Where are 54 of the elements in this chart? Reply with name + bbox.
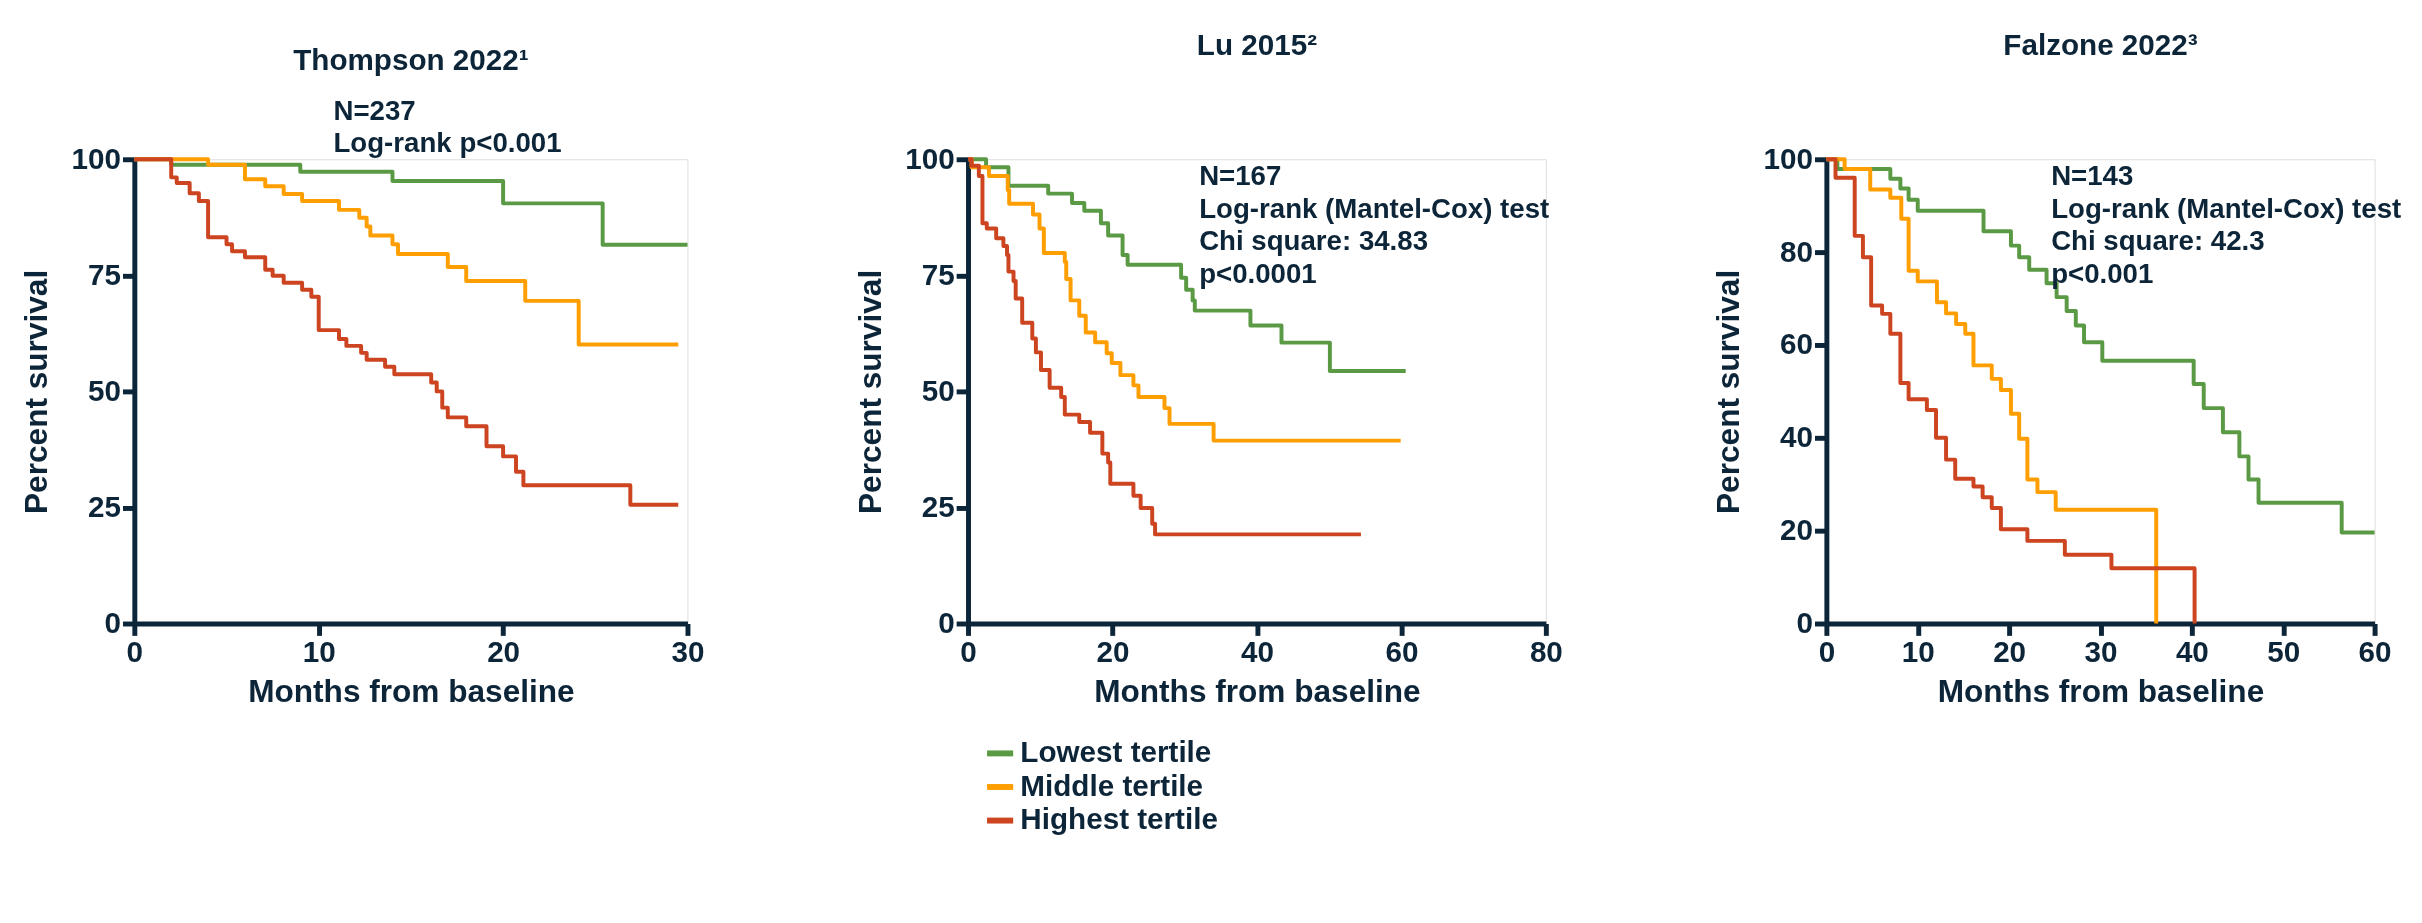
annotation: p<0.0001 <box>1199 257 1317 289</box>
x-tick-label: 20 <box>1096 634 1130 668</box>
x-tick-label: 60 <box>2358 634 2392 668</box>
x-axis-title: Months from baseline <box>1937 673 2265 710</box>
annotation: Log-rank (Mantel-Cox) test <box>1199 192 1550 224</box>
x-tick-label: 10 <box>302 634 336 668</box>
annotation: Log-rank (Mantel-Cox) test <box>2051 192 2402 224</box>
y-tick-label: 50 <box>921 373 955 407</box>
x-tick-label: 80 <box>1529 634 1563 668</box>
x-tick-label: 20 <box>1993 634 2027 668</box>
y-tick-label: 0 <box>104 605 121 639</box>
chart-title: Lu 2015² <box>1196 27 1318 61</box>
y-axis-title: Percent survival <box>851 269 888 514</box>
y-axis-title: Percent survival <box>17 269 54 514</box>
legend-label: Lowest tertile <box>1020 735 1212 769</box>
annotation: Chi square: 42.3 <box>2051 225 2265 257</box>
x-tick-label: 50 <box>2267 634 2301 668</box>
chart-title: Thompson 2022¹ <box>293 43 529 77</box>
y-tick-label: 100 <box>905 141 955 175</box>
x-tick-label: 0 <box>960 634 977 668</box>
x-tick-label: 40 <box>2175 634 2209 668</box>
x-tick-label: 0 <box>1818 634 1836 668</box>
y-tick-label: 100 <box>71 141 121 175</box>
text: Log-rank p<0.001 <box>333 127 562 159</box>
legend-label: Middle tertile <box>1020 768 1204 802</box>
x-tick-label: 30 <box>671 634 705 668</box>
annotation: p<0.001 <box>2051 257 2154 289</box>
y-tick-label: 75 <box>88 257 121 291</box>
y-tick-label: 60 <box>1780 327 1814 361</box>
x-tick-label: 10 <box>1901 634 1935 668</box>
y-axis-title: Percent survival <box>1709 269 1746 514</box>
chart-title: Falzone 2022³ <box>2003 27 2198 61</box>
x-axis-title: Months from baseline <box>248 673 575 710</box>
annotation: N=143 <box>2051 159 2134 191</box>
x-tick-label: 30 <box>2084 634 2118 668</box>
y-tick-label: 25 <box>921 489 955 523</box>
x-axis-title: Months from baseline <box>1094 673 1421 710</box>
y-tick-label: 75 <box>921 257 955 291</box>
annotation: Chi square: 34.83 <box>1199 225 1429 257</box>
x-tick-label: 20 <box>487 634 521 668</box>
y-tick-label: 0 <box>1796 605 1814 639</box>
y-tick-label: 50 <box>88 373 121 407</box>
y-tick-label: 0 <box>938 605 955 639</box>
y-tick-label: 20 <box>1780 513 1814 547</box>
x-tick-label: 40 <box>1240 634 1274 668</box>
x-tick-label: 60 <box>1385 634 1419 668</box>
y-tick-label: 100 <box>1763 141 1814 175</box>
text: N=237 <box>333 94 416 126</box>
y-tick-label: 25 <box>88 489 121 523</box>
y-tick-label: 40 <box>1780 420 1814 454</box>
legend-label: Highest tertile <box>1020 802 1218 836</box>
annotation: N=167 <box>1199 159 1282 191</box>
y-tick-label: 80 <box>1780 234 1814 268</box>
x-tick-label: 0 <box>126 634 144 668</box>
